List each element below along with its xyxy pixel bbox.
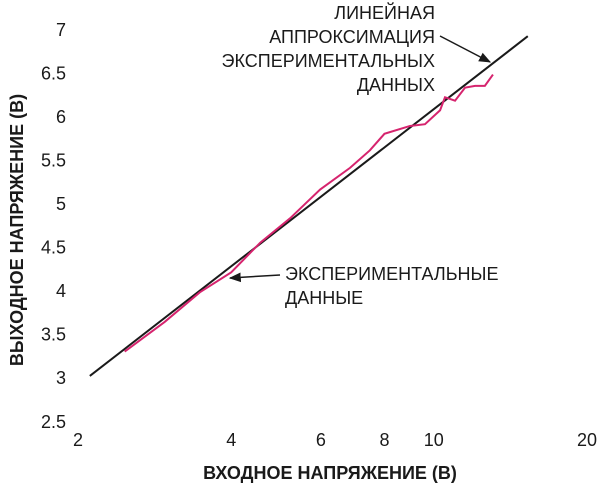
annotation: АППРОКСИМАЦИЯ — [269, 27, 435, 47]
x-tick-label: 6 — [316, 430, 326, 450]
y-tick-label: 6 — [56, 107, 66, 127]
annotation: ДАННЫХ — [357, 75, 435, 95]
series-line — [124, 73, 494, 353]
y-tick-label: 6.5 — [41, 63, 66, 83]
y-tick-label: 3 — [56, 368, 66, 388]
x-axis-label: ВХОДНОЕ НАПРЯЖЕНИЕ (В) — [203, 463, 457, 483]
y-tick-label: 7 — [56, 20, 66, 40]
arrow — [228, 272, 281, 283]
x-tick-label: 4 — [226, 430, 236, 450]
y-tick-label: 4.5 — [41, 238, 66, 258]
y-axis-label: ВЫХОДНОЕ НАПРЯЖЕНИЕ (В) — [7, 94, 27, 366]
x-tick-label: 10 — [424, 430, 444, 450]
annotation: ДАННЫЕ — [285, 288, 363, 308]
annotation: ЭКСПЕРИМЕНТАЛЬНЫХ — [222, 51, 435, 71]
x-tick-label: 8 — [379, 430, 389, 450]
x-tick-label: 2 — [73, 430, 83, 450]
y-tick-label: 3.5 — [41, 325, 66, 345]
y-tick-label: 4 — [56, 281, 66, 301]
y-tick-label: 5.5 — [41, 150, 66, 170]
arrow — [439, 35, 492, 63]
annotation: ЭКСПЕРИМЕНТАЛЬНЫЕ — [285, 264, 498, 284]
annotation: ЛИНЕЙНАЯ — [334, 2, 435, 23]
y-tick-label: 2.5 — [41, 412, 66, 432]
series-line — [89, 35, 529, 377]
y-tick-label: 5 — [56, 194, 66, 214]
x-tick-label: 20 — [577, 430, 597, 450]
